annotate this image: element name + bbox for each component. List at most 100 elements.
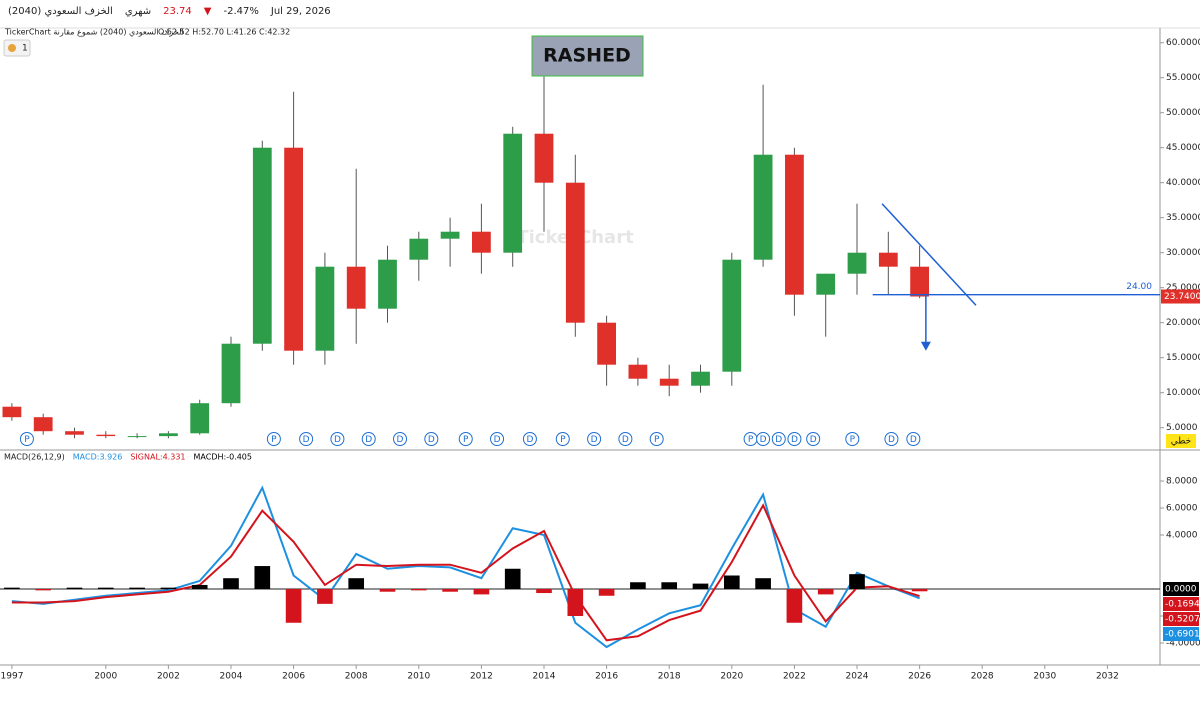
histogram-bar [536, 589, 552, 594]
event-marker [787, 432, 802, 446]
y-tick-label: 40.0000 [1166, 178, 1200, 188]
event-label: P [271, 435, 277, 445]
histogram-bar [35, 589, 52, 591]
x-tick-label: 2014 [533, 672, 556, 682]
candle-body [659, 378, 679, 386]
event-label: D [810, 435, 817, 445]
event-label: D [910, 435, 917, 445]
candle-body [753, 154, 773, 260]
x-tick-label: 2008 [345, 672, 368, 682]
event-marker [393, 432, 408, 446]
event-label: P [560, 435, 566, 445]
candle-body [628, 364, 648, 379]
histogram-bar [66, 587, 83, 590]
scale-mode: خطي [1171, 437, 1191, 447]
histogram-bar [817, 589, 834, 595]
value-badge-label: -0.1694 [1165, 600, 1200, 610]
event-label: P [850, 435, 856, 445]
histogram-bar [692, 583, 709, 590]
candle-body [159, 433, 178, 437]
value-badge [1163, 597, 1199, 612]
x-tick-label: 2028 [971, 672, 994, 682]
x-tick-label: 2006 [282, 672, 305, 682]
alert-count: 1 [22, 44, 28, 54]
symbol: الخزف السعودي (2040) [8, 6, 113, 17]
histogram-bar [191, 584, 208, 590]
x-tick-label: 2032 [1096, 672, 1119, 682]
x-tick-label: 2026 [908, 672, 931, 682]
candle-body [221, 343, 241, 404]
event-label: P [654, 435, 660, 445]
price: 23.74 [163, 6, 192, 17]
event-marker [649, 432, 664, 446]
x-tick-label: 2030 [1033, 672, 1056, 682]
event-label: D [526, 435, 533, 445]
candle-body [847, 252, 867, 274]
annotation-box [531, 35, 644, 77]
y-tick-label: 30.0000 [1166, 248, 1200, 258]
histogram-bar [723, 575, 740, 590]
candle-body [315, 266, 335, 351]
histogram-bar [442, 589, 458, 592]
legend-item: MACD(26,12,9) [4, 453, 65, 462]
histogram-bar [755, 578, 771, 590]
histogram-bar [504, 568, 521, 590]
histogram-bar [97, 587, 114, 590]
event-marker [424, 432, 439, 446]
header-bg [0, 0, 1200, 28]
value-badge [1163, 612, 1199, 627]
event-marker [806, 432, 821, 446]
macd-line [11, 503, 920, 642]
candle-body [565, 182, 585, 323]
event-label: P [463, 435, 469, 445]
candle-body [127, 436, 147, 438]
histogram-bar [786, 589, 803, 623]
y-tick-label: 6.0000 [1166, 504, 1198, 514]
x-tick-label: 2022 [783, 672, 806, 682]
candle-body [2, 406, 22, 418]
event-marker [756, 432, 771, 446]
legend-item: MACD:3.926 [73, 453, 123, 462]
event-marker [490, 432, 505, 446]
header: الخزف السعودي (2040) شهري 23.74 ▼ -2.47%… [8, 6, 331, 17]
event-marker [19, 432, 34, 446]
event-marker [330, 432, 345, 446]
histogram-bar [661, 582, 678, 590]
event-label: D [365, 435, 372, 445]
event-marker [361, 432, 376, 446]
trendline [881, 203, 977, 306]
candle-body [33, 417, 53, 432]
candle-body [691, 371, 710, 386]
event-marker [906, 432, 921, 446]
x-tick-label: 2012 [470, 672, 493, 682]
event-label: D [303, 435, 310, 445]
y-tick-label: 35.0000 [1166, 213, 1200, 223]
histogram-bar [4, 587, 20, 590]
candle-body [472, 231, 491, 253]
histogram-bar [223, 578, 239, 590]
y-tick-label: 20.0000 [1166, 318, 1200, 328]
histogram-bar [317, 589, 333, 604]
alert-button[interactable] [3, 39, 31, 57]
x-tick-label: 2004 [220, 672, 243, 682]
candle-body [346, 266, 366, 309]
candle-body [816, 273, 836, 295]
value-badge-label: -0.6901 [1165, 630, 1200, 640]
candle-body [190, 403, 210, 434]
alert-icon [8, 44, 16, 52]
histogram-bar [254, 566, 271, 590]
value-badge-label: 0.0000 [1165, 585, 1197, 595]
x-tick-label: 2002 [157, 672, 180, 682]
legend-text: TickerChart الخزف السعودي (2040) شموع مق… [4, 28, 184, 37]
event-marker [587, 432, 602, 446]
histogram-bar [911, 589, 928, 592]
change: -2.47% [223, 6, 259, 17]
date: Jul 29, 2026 [270, 6, 331, 17]
event-label: D [428, 435, 435, 445]
event-marker [618, 432, 633, 446]
event-label: P [24, 435, 30, 445]
histogram-bar [473, 589, 490, 595]
candle-body [503, 133, 523, 253]
event-marker [299, 432, 314, 446]
